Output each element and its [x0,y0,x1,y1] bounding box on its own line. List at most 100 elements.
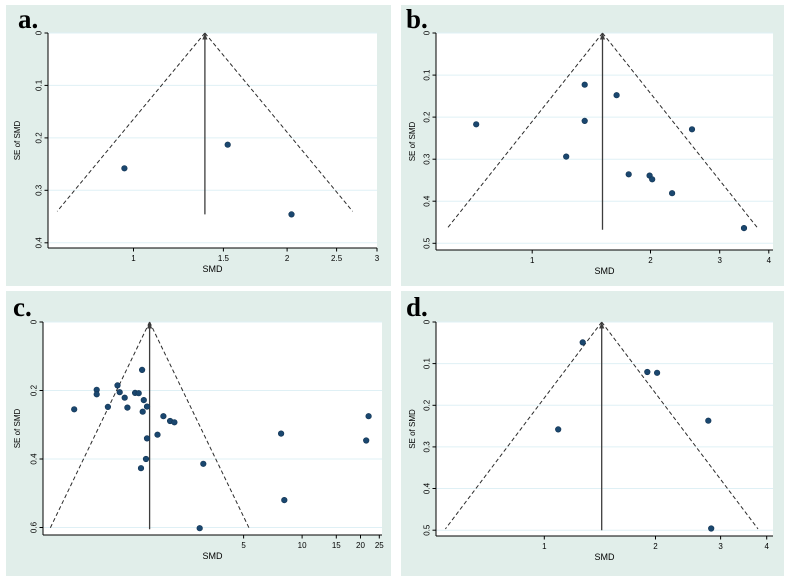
y-tick-label: 0.3 [35,184,44,196]
x-axis-title: SMD [203,264,224,274]
panel-letter-d: d. [406,292,428,322]
plot-area [436,33,773,250]
x-tick-label: 1.5 [218,254,230,263]
funnel-dashed-left [445,321,603,530]
funnel-dashed-left [49,321,151,529]
y-tick-label: 0.2 [423,399,432,411]
data-point [71,406,78,413]
data-point [688,126,696,133]
data-point [114,382,121,389]
plot-area [43,322,382,535]
funnel-dashed-right [204,32,353,212]
data-point [224,141,231,148]
data-point [705,417,712,424]
y-tick-label: 0.4 [30,453,39,465]
x-tick-label: 2 [285,254,290,263]
y-tick-label: 0.4 [423,482,432,494]
x-tick-label: 4 [767,256,772,265]
y-tick-label: 0 [30,319,39,324]
data-point [555,426,562,433]
x-tick-label: 2 [653,542,658,551]
x-tick-label: 3 [375,254,380,263]
data-point [139,408,146,415]
data-point [139,366,146,373]
data-point [613,92,620,99]
data-point [581,117,588,124]
x-tick-label: 1 [530,256,535,265]
panel-letter-a: a. [18,4,39,34]
data-point [278,430,285,437]
y-tick-label: 0.2 [423,111,432,123]
y-tick-label: 0.4 [35,237,44,249]
plot-area [436,322,773,536]
data-point [563,153,570,160]
x-tick-label: 1 [542,542,547,551]
x-tick-label: 5 [241,541,246,550]
center-line-arrowhead [202,33,208,40]
y-axis-title: SE of SMD [13,409,22,449]
data-point [281,497,288,504]
funnel-plot-svg-a: 1 1.5 2 2.5 3 0 0.1 0.2 0.3 0.4 SMD SE of SMD [13,30,380,274]
data-point [740,225,748,232]
funnel-plot-panel-b: b. 1 2 3 4 0 0.1 0.2 0.3 0.4 0.5 SMD SE of SMD [401,5,784,286]
data-point [288,211,295,218]
funnel-plot-panel-a: a. 1 1.5 2 2.5 3 0 0.1 0.2 0.3 0.4 SMD SE of SMD [6,5,391,286]
data-point [363,437,370,444]
data-point [200,460,207,467]
x-axis-title: SMD [595,552,616,562]
x-axis-title: SMD [203,551,224,561]
y-tick-label: 0.3 [423,441,432,453]
x-tick-label: 2 [648,256,653,265]
y-tick-label: 0.2 [30,384,39,396]
data-point [116,389,123,396]
center-line-arrowhead [599,33,606,40]
center-line-arrowhead [147,322,153,329]
funnel-plot-panel-d: d. 1 2 3 4 0 0.1 0.2 0.3 0.4 0.5 SMD SE of SMD [401,291,784,576]
data-point [644,368,651,376]
funnel-dashed-right [149,321,250,529]
funnel-plot-svg-c: 5 10 15 20 25 0 0.2 0.4 0.6 SMD SE of SMD [13,319,384,561]
x-tick-label: 2.5 [331,254,343,263]
data-point [135,390,142,397]
data-point [649,176,656,183]
data-point [121,394,128,401]
y-tick-label: 0.5 [423,524,432,536]
panel-letter-c: c. [13,292,32,322]
data-point [140,396,147,404]
y-axis-title: SE of SMD [408,122,417,162]
y-tick-label: 0 [423,319,432,324]
y-tick-label: 0.6 [30,521,39,533]
x-tick-label: 3 [718,542,723,551]
data-point [654,369,661,376]
x-axis-title: SMD [595,266,616,276]
data-point [171,419,178,426]
funnel-dashed-left [56,32,206,212]
y-tick-label: 0.1 [423,357,432,369]
data-point [160,413,167,420]
funnel-dashed-right [602,32,759,229]
data-point [93,391,100,398]
x-tick-label: 15 [332,541,341,550]
y-axis-title: SE of SMD [13,121,22,161]
x-tick-label: 4 [764,542,769,551]
y-axis-title: SE of SMD [408,409,417,449]
data-point [121,165,128,172]
data-point [625,171,632,178]
data-point [708,525,715,532]
panel-letter-b: b. [406,4,428,34]
data-point [104,403,111,410]
data-point [669,190,676,197]
data-point [365,413,372,420]
y-tick-label: 0.1 [35,79,44,91]
data-point [124,404,131,411]
y-tick-label: 0.4 [423,195,432,207]
data-point [473,121,480,128]
data-point [581,81,588,88]
y-tick-label: 0.2 [35,132,44,144]
funnel-plot-svg-d: 1 2 3 4 0 0.1 0.2 0.3 0.4 0.5 SMD SE of SMD [408,319,773,562]
y-tick-label: 0.3 [423,153,432,165]
funnel-dashed-right [601,321,759,530]
data-point [154,431,161,438]
data-point [196,525,203,532]
